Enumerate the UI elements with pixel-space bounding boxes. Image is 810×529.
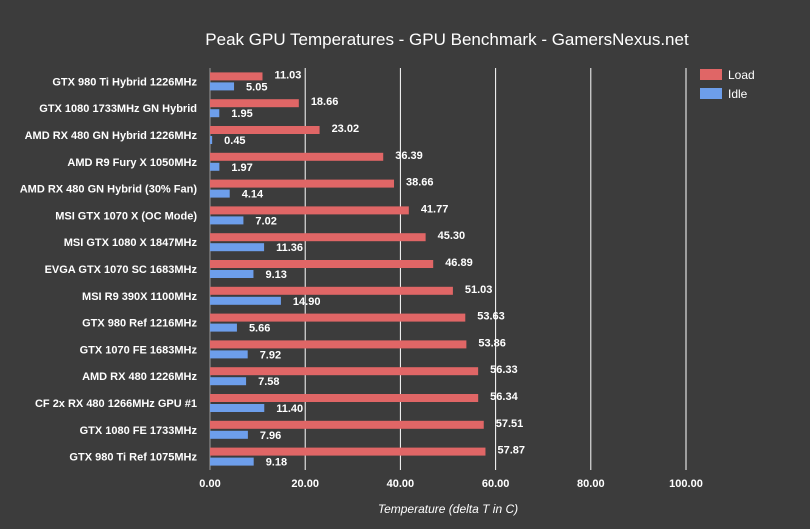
idle-bar (210, 457, 254, 466)
idle-value-label: 9.18 (266, 457, 287, 469)
load-bar (210, 340, 467, 349)
load-bar (210, 313, 466, 322)
x-tick-label: 0.00 (199, 478, 220, 490)
category-label: GTX 980 Ref 1216MHz (82, 318, 197, 330)
load-bar (210, 126, 320, 134)
idle-bar (210, 350, 248, 359)
category-label: GTX 1070 FE 1683MHz (80, 344, 198, 356)
load-value-label: 53.86 (478, 337, 506, 349)
load-bar (210, 420, 484, 429)
x-axis-label: Temperature (delta T in C) (378, 502, 518, 516)
load-bar (210, 179, 395, 188)
idle-bar (210, 430, 248, 439)
idle-bar (210, 323, 237, 332)
idle-bar (210, 296, 281, 305)
idle-bar (210, 189, 230, 198)
legend-label-load: Load (728, 68, 755, 82)
category-label: MSI R9 390X 1100MHz (82, 291, 197, 303)
idle-value-label: 11.36 (276, 242, 303, 254)
load-bar (210, 152, 384, 161)
idle-value-label: 1.95 (231, 108, 252, 120)
idle-value-label: 7.58 (258, 376, 279, 388)
category-label: MSI GTX 1070 X (OC Mode) (55, 210, 197, 222)
load-bar (210, 447, 486, 456)
idle-value-label: 7.96 (260, 430, 281, 442)
category-label: MSI GTX 1080 X 1847MHz (64, 237, 198, 249)
x-tick-label: 20.00 (291, 478, 319, 490)
load-value-label: 53.63 (477, 311, 505, 323)
category-label: AMD RX 480 GN Hybrid (30% Fan) (20, 184, 198, 196)
x-tick-labels: 0.00 20.00 40.00 60.00 80.00 100.00 (199, 478, 703, 490)
x-tick-label: 40.00 (387, 478, 415, 490)
load-value-label: 41.77 (421, 203, 449, 215)
load-value-label: 57.51 (496, 418, 524, 430)
load-value-label: 11.03 (275, 69, 302, 81)
idle-value-label: 1.97 (231, 162, 252, 174)
bars: 11.03 5.05 18.66 1.95 23.02 0.45 36.39 1.97 38.6… (210, 69, 525, 469)
load-value-label: 51.03 (465, 284, 493, 296)
load-bar (210, 72, 263, 81)
category-label: AMD R9 Fury X 1050MHz (67, 157, 197, 169)
load-value-label: 36.39 (395, 150, 423, 162)
idle-value-label: 9.13 (265, 269, 286, 281)
idle-value-label: 0.45 (224, 135, 245, 147)
legend-swatch-load (700, 69, 722, 80)
x-tick-label: 100.00 (669, 478, 703, 490)
idle-bar (210, 404, 265, 412)
idle-value-label: 5.05 (246, 81, 267, 93)
chart-title: Peak GPU Temperatures - GPU Benchmark - … (205, 30, 689, 49)
load-value-label: 38.66 (406, 177, 434, 189)
legend-swatch-idle (700, 88, 722, 99)
idle-bar (210, 82, 235, 91)
load-value-label: 23.02 (332, 123, 360, 135)
x-tick-label: 60.00 (482, 478, 510, 490)
load-value-label: 45.30 (438, 230, 466, 242)
legend-label-idle: Idle (728, 87, 748, 101)
idle-value-label: 7.02 (255, 215, 276, 227)
load-value-label: 57.87 (497, 445, 525, 457)
load-bar (210, 206, 409, 215)
category-label: AMD RX 480 1226MHz (82, 371, 197, 383)
category-label: GTX 1080 FE 1733MHz (80, 425, 198, 437)
load-bar (210, 286, 453, 295)
load-value-label: 56.33 (490, 364, 518, 376)
idle-bar (210, 243, 265, 252)
idle-bar (210, 377, 247, 386)
idle-bar (210, 162, 220, 171)
idle-bar (210, 270, 254, 278)
load-value-label: 56.34 (490, 391, 518, 403)
load-bar (210, 394, 479, 402)
category-label: GTX 980 Ti Hybrid 1226MHz (52, 76, 197, 88)
x-tick-label: 80.00 (577, 478, 605, 490)
category-label: GTX 980 Ti Ref 1075MHz (69, 452, 197, 464)
idle-bar (210, 109, 220, 118)
idle-value-label: 5.66 (249, 323, 270, 335)
idle-value-label: 4.14 (242, 189, 264, 201)
category-label: EVGA GTX 1070 SC 1683MHz (45, 264, 198, 276)
load-bar (210, 260, 434, 268)
load-bar (210, 233, 426, 242)
load-bar (210, 367, 479, 376)
category-label: AMD RX 480 GN Hybrid 1226MHz (25, 130, 198, 142)
category-label: GTX 1080 1733MHz GN Hybrid (39, 103, 197, 115)
legend: Load Idle (700, 68, 755, 101)
idle-bar (210, 216, 244, 225)
category-label: CF 2x RX 480 1266MHz GPU #1 (35, 398, 197, 410)
idle-value-label: 11.40 (276, 403, 303, 415)
load-bar (210, 99, 299, 108)
load-value-label: 46.89 (445, 257, 473, 269)
load-value-label: 18.66 (311, 96, 339, 108)
idle-value-label: 14.90 (293, 296, 321, 308)
idle-bar (210, 136, 213, 144)
category-labels: GTX 980 Ti Hybrid 1226MHz GTX 1080 1733MH… (20, 76, 198, 463)
gridlines (209, 68, 687, 470)
idle-value-label: 7.92 (260, 349, 281, 361)
